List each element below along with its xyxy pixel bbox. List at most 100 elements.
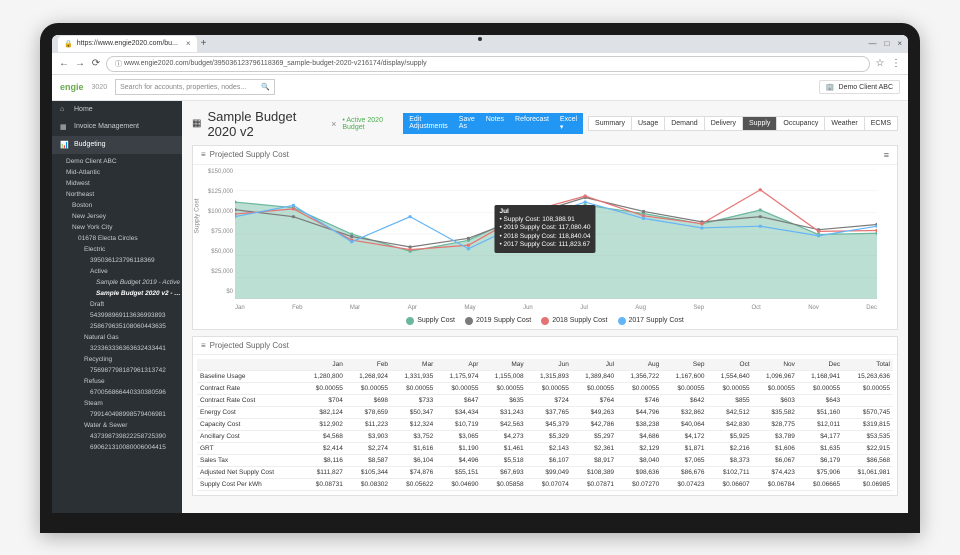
tree-node[interactable]: 437398739822258725390 <box>60 431 182 442</box>
table-cell: 1,167,600 <box>662 370 707 382</box>
close-icon[interactable]: × <box>331 119 336 129</box>
tree-node[interactable]: 395036123796118369 <box>60 255 182 266</box>
table-cell: $3,789 <box>753 430 798 442</box>
legend-item[interactable]: 2017 Supply Cost <box>618 317 684 325</box>
tree-node[interactable]: New York City <box>60 222 182 233</box>
sidebar-home[interactable]: ⌂ Home <box>52 101 182 118</box>
table-cell: 1,096,967 <box>753 370 798 382</box>
client-selector[interactable]: 🏢 Demo Client ABC <box>819 80 900 94</box>
table-cell: $2,143 <box>527 442 572 454</box>
tree-node[interactable]: 799140498998579406981 <box>60 409 182 420</box>
tree-node[interactable]: Recycling <box>60 354 182 365</box>
view-tab[interactable]: Supply <box>742 116 777 131</box>
view-tab[interactable]: Usage <box>631 116 665 131</box>
grip-icon: ≡ <box>201 341 206 350</box>
tree-node[interactable]: Sample Budget 2020 v2 - Active <box>60 288 182 299</box>
action-button[interactable]: Reforecast <box>509 113 555 134</box>
window-close[interactable]: × <box>897 39 902 48</box>
legend-item[interactable]: 2018 Supply Cost <box>541 317 607 325</box>
table-cell: $6,067 <box>753 454 798 466</box>
forward-icon[interactable]: → <box>74 58 86 70</box>
table-cell: $643 <box>798 394 843 406</box>
tree-node[interactable]: Steam <box>60 398 182 409</box>
table-cell: $0.06665 <box>798 478 843 490</box>
table-cell: Adjusted Net Supply Cost <box>197 466 301 478</box>
tree-node[interactable]: 543998969113636993893 <box>60 310 182 321</box>
tree-node[interactable]: 690621310080006004415 <box>60 442 182 453</box>
tree-node[interactable]: Demo Client ABC <box>60 156 182 167</box>
tree-node[interactable]: Boston <box>60 200 182 211</box>
view-tab[interactable]: Summary <box>588 116 632 131</box>
table-cell: 1,554,640 <box>707 370 752 382</box>
tree-node[interactable]: 01678 Electa Circles <box>60 233 182 244</box>
table-row: Adjusted Net Supply Cost$111,827$105,344… <box>197 466 893 478</box>
table-header: Feb <box>346 359 391 371</box>
table-cell: $2,274 <box>346 442 391 454</box>
view-tab[interactable]: Demand <box>664 116 704 131</box>
tree-node[interactable]: Natural Gas <box>60 332 182 343</box>
new-tab-button[interactable]: + <box>201 38 207 49</box>
action-button[interactable]: Save As <box>453 113 481 134</box>
table-cell: $5,518 <box>481 454 526 466</box>
tree-node[interactable]: Northeast <box>60 189 182 200</box>
table-cell: $44,796 <box>617 406 662 418</box>
view-tab[interactable]: ECMS <box>864 116 898 131</box>
tree-node[interactable]: New Jersey <box>60 211 182 222</box>
table-cell: $99,049 <box>527 466 572 478</box>
tree-node[interactable]: Midwest <box>60 178 182 189</box>
view-tabs: SummaryUsageDemandDeliverySupplyOccupanc… <box>589 116 898 131</box>
tree-node[interactable]: 258679635108060443635 <box>60 321 182 332</box>
tree-node[interactable]: 670056866440330380596 <box>60 387 182 398</box>
view-tab[interactable]: Delivery <box>704 116 743 131</box>
action-button[interactable]: Edit Adjustments <box>403 113 454 134</box>
tree-node[interactable]: Sample Budget 2019 - Active <box>60 277 182 288</box>
legend-item[interactable]: 2019 Supply Cost <box>465 317 531 325</box>
address-bar[interactable]: ⓘ www.engie2020.com/budget/3950361237961… <box>106 56 870 72</box>
sidebar-budgeting[interactable]: 📊 Budgeting <box>52 136 182 154</box>
sidebar-invoice-label: Invoice Management <box>74 123 139 130</box>
tree-node[interactable]: 756987798187961313742 <box>60 365 182 376</box>
star-icon[interactable]: ☆ <box>874 58 886 70</box>
browser-tab[interactable]: 🔒 https://www.engie2020.com/bu... × <box>58 36 197 52</box>
table-cell: $0.00055 <box>301 382 346 394</box>
sidebar-invoice[interactable]: ▦ Invoice Management <box>52 118 182 136</box>
table-cell: $11,223 <box>346 418 391 430</box>
table-cell: $6,104 <box>391 454 436 466</box>
tree-node[interactable]: Draft <box>60 299 182 310</box>
view-tab[interactable]: Occupancy <box>776 116 825 131</box>
action-button[interactable]: Excel ▾ <box>554 113 583 134</box>
table-cell: $635 <box>481 394 526 406</box>
view-tab[interactable]: Weather <box>824 116 864 131</box>
action-button[interactable]: Notes <box>480 113 510 134</box>
x-tick: Jun <box>523 305 533 311</box>
legend-item[interactable]: Supply Cost <box>406 317 455 325</box>
tree-node[interactable]: 323363336363632433441 <box>60 343 182 354</box>
tree-node[interactable]: Water & Sewer <box>60 420 182 431</box>
tree-node[interactable]: Refuse <box>60 376 182 387</box>
chart-menu-icon[interactable]: ≡ <box>884 150 889 160</box>
table-cell: $51,160 <box>798 406 843 418</box>
search-input[interactable]: Search for accounts, properties, nodes..… <box>115 79 275 95</box>
table-cell: $0.00055 <box>436 382 481 394</box>
table-cell: $8,116 <box>301 454 346 466</box>
window-minimize[interactable]: — <box>868 39 876 48</box>
table-cell: $34,434 <box>436 406 481 418</box>
home-icon: ⌂ <box>60 106 70 113</box>
back-icon[interactable]: ← <box>58 58 70 70</box>
table-cell: $1,635 <box>798 442 843 454</box>
table-cell: $42,786 <box>572 418 617 430</box>
table-cell: $1,606 <box>753 442 798 454</box>
sidebar-home-label: Home <box>74 106 93 113</box>
tree-node[interactable]: Mid-Atlantic <box>60 167 182 178</box>
reload-icon[interactable]: ⟳ <box>90 58 102 70</box>
tree-node[interactable]: Electric <box>60 244 182 255</box>
x-tick: Oct <box>751 305 760 311</box>
invoice-icon: ▦ <box>60 123 70 131</box>
tree-node[interactable]: Active <box>60 266 182 277</box>
table-cell: $1,616 <box>391 442 436 454</box>
table-cell: $22,915 <box>843 442 893 454</box>
extensions-icon[interactable]: ⋮ <box>890 58 902 70</box>
close-icon[interactable]: × <box>186 39 191 48</box>
window-maximize[interactable]: □ <box>884 39 889 48</box>
table-cell: $12,011 <box>798 418 843 430</box>
